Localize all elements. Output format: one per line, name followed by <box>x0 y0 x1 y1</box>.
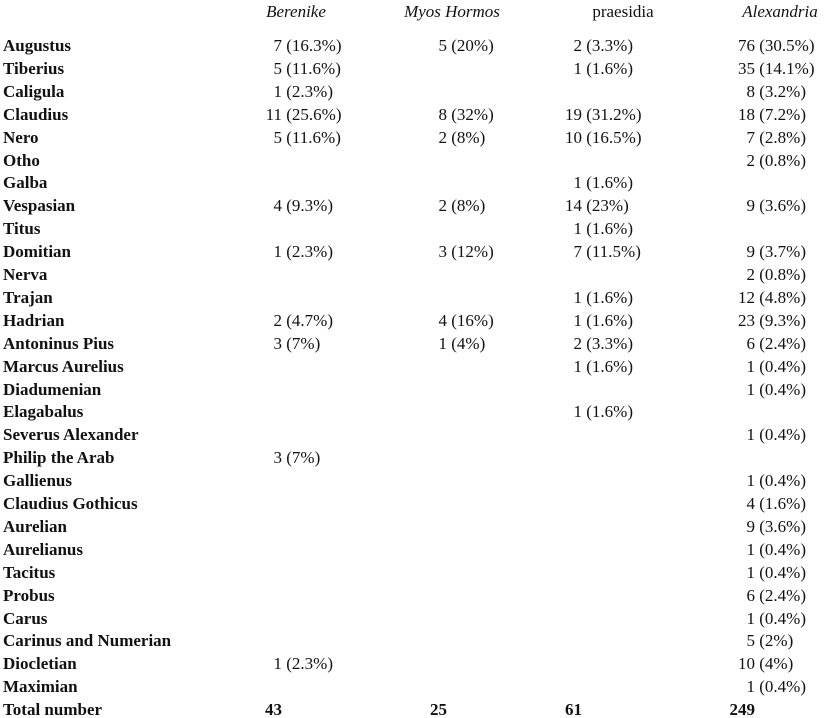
cell-value: 1 (0.4%) <box>746 379 806 399</box>
cell-value: 1 (0.4%) <box>746 539 806 559</box>
cell-value: 9 (3.6%) <box>746 196 806 216</box>
row-label: Antoninus Pius <box>3 333 115 353</box>
row-label: Probus <box>3 585 55 605</box>
cell-value: 8 (3.2%) <box>746 81 806 101</box>
cell-value: 2 (0.8%) <box>746 150 806 170</box>
row-label: Vespasian <box>3 196 76 216</box>
cell-value: 61 <box>565 700 582 718</box>
cell-value: 1 (0.4%) <box>746 677 806 697</box>
cell-value: 11 (25.6%) <box>265 104 342 124</box>
cell-value: 6 (2.4%) <box>746 333 806 353</box>
row-label: Trajan <box>3 287 53 307</box>
row-label: Maximian <box>3 677 78 697</box>
cell-value: 5 (11.6%) <box>273 127 341 147</box>
cell-value: 9 (3.6%) <box>746 516 806 536</box>
row-label: Elagabalus <box>3 402 84 422</box>
cell-value: 12 (4.8%) <box>738 287 806 307</box>
cell-value: 2 (0.8%) <box>746 265 806 284</box>
cell-value: 1 (0.4%) <box>746 356 806 376</box>
row-label: Galba <box>3 173 48 193</box>
row-label: Nero <box>3 127 39 147</box>
row-label: Tiberius <box>3 58 65 78</box>
cell-value: 5 (20%) <box>438 36 494 55</box>
cell-value: 8 (32%) <box>438 104 494 124</box>
cell-value: 1 (1.6%) <box>573 310 633 330</box>
cell-value: 249 <box>729 700 756 718</box>
row-label: Claudius <box>3 104 69 124</box>
row-label: Aurelian <box>3 516 67 536</box>
column-header: praesidia <box>592 2 654 21</box>
row-label: Caligula <box>3 81 65 101</box>
cell-value: 35 (14.1%) <box>738 58 815 78</box>
cell-value: 4 (9.3%) <box>273 196 333 216</box>
cell-value: 1 (1.6%) <box>573 356 633 376</box>
cell-value: 7 (16.3%) <box>273 36 342 55</box>
cell-value: 25 <box>430 700 447 718</box>
cell-value: 7 (11.5%) <box>573 242 641 262</box>
cell-value: 3 (12%) <box>438 242 494 262</box>
cell-value: 23 (9.3%) <box>738 310 806 330</box>
column-header: Alexandria <box>742 2 818 21</box>
cell-value: 19 (31.2%) <box>565 104 642 124</box>
row-label: Philip the Arab <box>3 448 115 468</box>
column-header: Myos Hormos <box>404 2 500 21</box>
cell-value: 3 (7%) <box>273 333 321 353</box>
cell-value: 2 (3.3%) <box>573 36 633 55</box>
cell-value: 2 (8%) <box>438 127 486 147</box>
cell-value: 1 (0.4%) <box>746 425 806 445</box>
row-label: Marcus Aurelius <box>3 356 124 376</box>
cell-value: 14 (23%) <box>565 196 629 216</box>
cell-value: 3 (7%) <box>273 448 321 468</box>
row-label: Total number <box>3 700 103 718</box>
row-label: Augustus <box>3 36 72 55</box>
cell-value: 1 (1.6%) <box>573 287 633 307</box>
row-label: Diadumenian <box>3 379 102 399</box>
cell-value: 1 (1.6%) <box>573 58 633 78</box>
cell-value: 7 (2.8%) <box>746 127 806 147</box>
row-label: Aurelianus <box>3 539 83 559</box>
cell-value: 1 (0.4%) <box>746 608 806 628</box>
cell-value: 4 (1.6%) <box>746 494 806 513</box>
cell-value: 1 (0.4%) <box>746 471 806 491</box>
cell-value: 1 (4%) <box>438 333 486 353</box>
cell-value: 43 <box>265 700 282 718</box>
row-label: Severus Alexander <box>3 425 139 445</box>
cell-value: 10 (4%) <box>738 654 794 674</box>
cell-value: 2 (4.7%) <box>273 310 333 330</box>
cell-value: 18 (7.2%) <box>738 104 806 124</box>
row-label: Claudius Gothicus <box>3 494 138 513</box>
cell-value: 1 (2.3%) <box>273 81 333 101</box>
row-label: Otho <box>3 150 40 170</box>
cell-value: 10 (16.5%) <box>565 127 642 147</box>
row-label: Hadrian <box>3 310 65 330</box>
cell-value: 1 (2.3%) <box>273 654 333 674</box>
cell-value: 6 (2.4%) <box>746 585 806 605</box>
row-label: Tacitus <box>3 562 56 582</box>
cell-value: 2 (8%) <box>438 196 486 216</box>
cell-value: 4 (16%) <box>438 310 494 330</box>
row-label: Carus <box>3 608 48 628</box>
cell-value: 1 (0.4%) <box>746 562 806 582</box>
cell-value: 5 (2%) <box>746 631 794 651</box>
cell-value: 76 (30.5%) <box>738 36 815 55</box>
column-header: Berenike <box>266 2 326 21</box>
row-label: Gallienus <box>3 471 72 491</box>
cell-value: 9 (3.7%) <box>746 242 806 262</box>
cell-value: 5 (11.6%) <box>273 58 341 78</box>
cell-value: 1 (1.6%) <box>573 219 633 239</box>
cell-value: 2 (3.3%) <box>573 333 633 353</box>
row-label: Titus <box>3 219 41 239</box>
row-label: Nerva <box>3 265 48 284</box>
cell-value: 1 (1.6%) <box>573 402 633 422</box>
row-label: Diocletian <box>3 654 77 674</box>
cell-value: 1 (2.3%) <box>273 242 333 262</box>
row-label: Carinus and Numerian <box>3 631 172 651</box>
row-label: Domitian <box>3 242 71 262</box>
cell-value: 1 (1.6%) <box>573 173 633 193</box>
